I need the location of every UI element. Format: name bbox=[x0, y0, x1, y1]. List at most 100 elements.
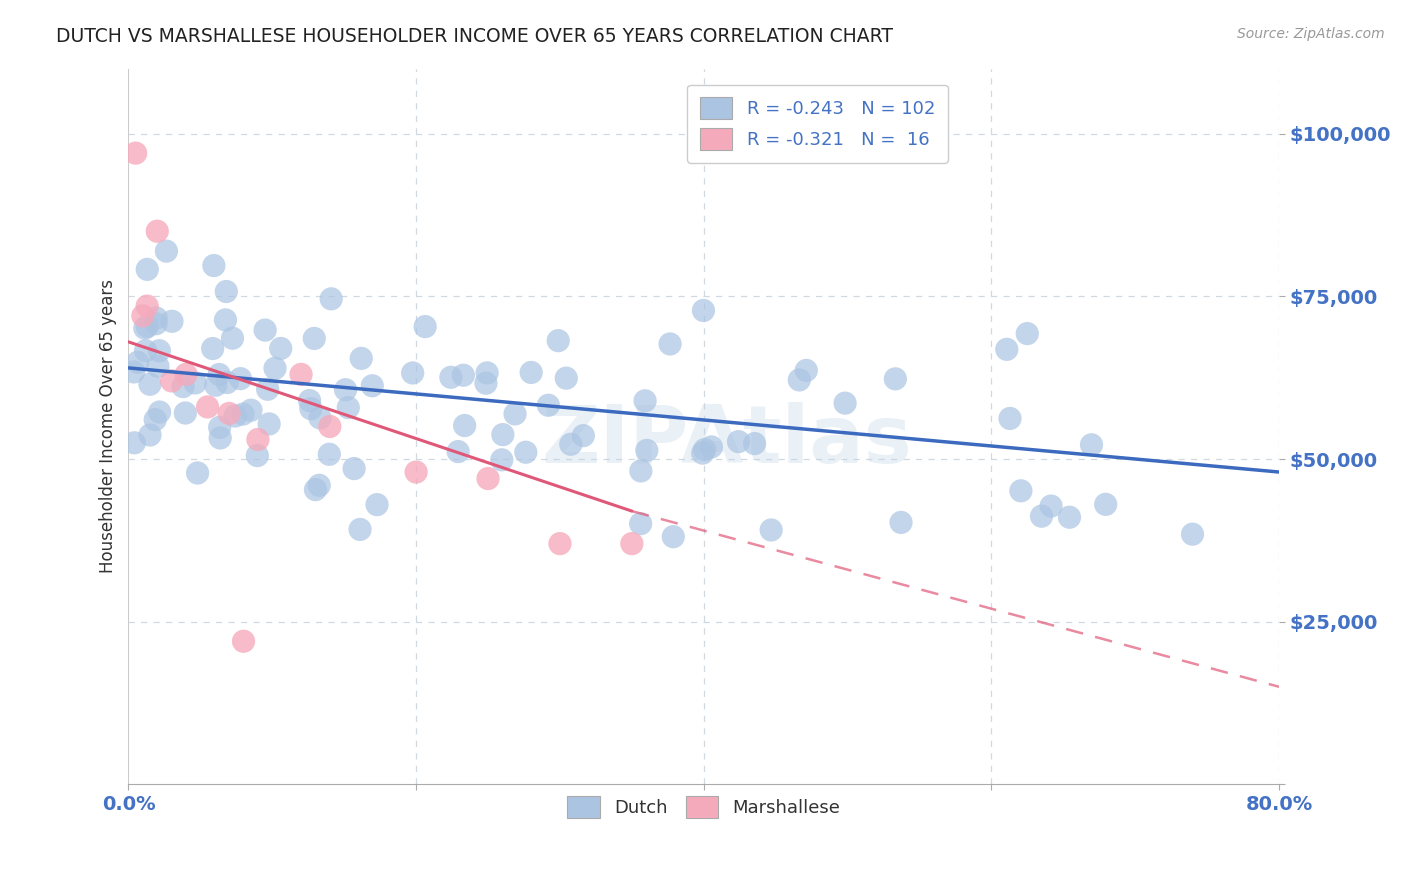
Point bbox=[298, 393, 321, 408]
Point bbox=[447, 444, 470, 458]
Point bbox=[634, 393, 657, 408]
Point bbox=[215, 285, 238, 299]
Point bbox=[135, 343, 157, 358]
Point bbox=[520, 366, 543, 380]
Point bbox=[145, 310, 167, 325]
Point bbox=[662, 530, 685, 544]
Point bbox=[146, 359, 169, 374]
Point bbox=[337, 401, 360, 415]
Point bbox=[572, 428, 595, 442]
Point bbox=[692, 303, 714, 318]
Point bbox=[136, 319, 159, 334]
Point bbox=[232, 407, 254, 421]
Point bbox=[440, 370, 463, 384]
Point bbox=[475, 366, 498, 380]
Point bbox=[124, 435, 146, 450]
Point bbox=[547, 334, 569, 348]
Point bbox=[405, 465, 427, 479]
Point bbox=[139, 428, 162, 442]
Point bbox=[548, 536, 571, 550]
Point bbox=[1031, 509, 1053, 524]
Point bbox=[1040, 499, 1063, 513]
Point bbox=[174, 406, 197, 420]
Point bbox=[492, 427, 515, 442]
Point bbox=[136, 299, 159, 313]
Point bbox=[201, 342, 224, 356]
Point bbox=[264, 361, 287, 376]
Point bbox=[221, 331, 243, 345]
Point bbox=[475, 376, 498, 391]
Point bbox=[744, 436, 766, 450]
Text: Source: ZipAtlas.com: Source: ZipAtlas.com bbox=[1237, 27, 1385, 41]
Point bbox=[202, 259, 225, 273]
Point bbox=[1059, 510, 1081, 524]
Point bbox=[136, 262, 159, 277]
Point bbox=[229, 371, 252, 385]
Point bbox=[693, 442, 716, 457]
Point bbox=[146, 224, 169, 238]
Point bbox=[537, 398, 560, 412]
Point bbox=[343, 461, 366, 475]
Point bbox=[254, 323, 277, 337]
Point bbox=[139, 377, 162, 392]
Point bbox=[515, 445, 537, 459]
Point bbox=[172, 379, 194, 393]
Point bbox=[884, 372, 907, 386]
Point bbox=[413, 319, 436, 334]
Point bbox=[232, 634, 254, 648]
Point bbox=[335, 383, 357, 397]
Point bbox=[217, 376, 239, 390]
Point bbox=[361, 378, 384, 392]
Point bbox=[727, 434, 749, 449]
Point bbox=[187, 466, 209, 480]
Point bbox=[453, 368, 475, 383]
Text: ZIPAtlas: ZIPAtlas bbox=[541, 401, 912, 480]
Point bbox=[246, 433, 269, 447]
Point bbox=[224, 409, 246, 423]
Point bbox=[148, 405, 170, 419]
Point bbox=[304, 331, 326, 345]
Point bbox=[630, 516, 652, 531]
Point bbox=[160, 374, 183, 388]
Point bbox=[560, 437, 582, 451]
Point bbox=[309, 410, 332, 425]
Point bbox=[246, 449, 269, 463]
Point bbox=[636, 443, 658, 458]
Point bbox=[197, 400, 219, 414]
Point bbox=[402, 366, 425, 380]
Point bbox=[453, 418, 475, 433]
Point bbox=[630, 464, 652, 478]
Point bbox=[208, 420, 231, 434]
Point bbox=[1080, 438, 1102, 452]
Point bbox=[794, 363, 817, 377]
Point bbox=[834, 396, 856, 410]
Point bbox=[299, 401, 322, 416]
Point bbox=[321, 292, 343, 306]
Point bbox=[555, 371, 578, 385]
Point bbox=[995, 343, 1018, 357]
Point bbox=[240, 403, 263, 417]
Point bbox=[620, 536, 643, 550]
Point bbox=[209, 431, 232, 445]
Point bbox=[350, 351, 373, 366]
Point bbox=[270, 342, 292, 356]
Point bbox=[1181, 527, 1204, 541]
Point bbox=[890, 516, 912, 530]
Point bbox=[787, 373, 810, 387]
Point bbox=[148, 343, 170, 358]
Point bbox=[304, 483, 326, 497]
Point bbox=[503, 407, 526, 421]
Point bbox=[366, 498, 388, 512]
Point bbox=[290, 368, 312, 382]
Point bbox=[214, 313, 236, 327]
Point bbox=[318, 447, 340, 461]
Point bbox=[692, 446, 714, 460]
Point bbox=[257, 417, 280, 431]
Y-axis label: Householder Income Over 65 years: Householder Income Over 65 years bbox=[100, 279, 117, 574]
Point bbox=[349, 523, 371, 537]
Point bbox=[132, 309, 155, 323]
Point bbox=[124, 146, 146, 161]
Point bbox=[218, 407, 240, 421]
Point bbox=[1017, 326, 1039, 341]
Point bbox=[319, 419, 342, 434]
